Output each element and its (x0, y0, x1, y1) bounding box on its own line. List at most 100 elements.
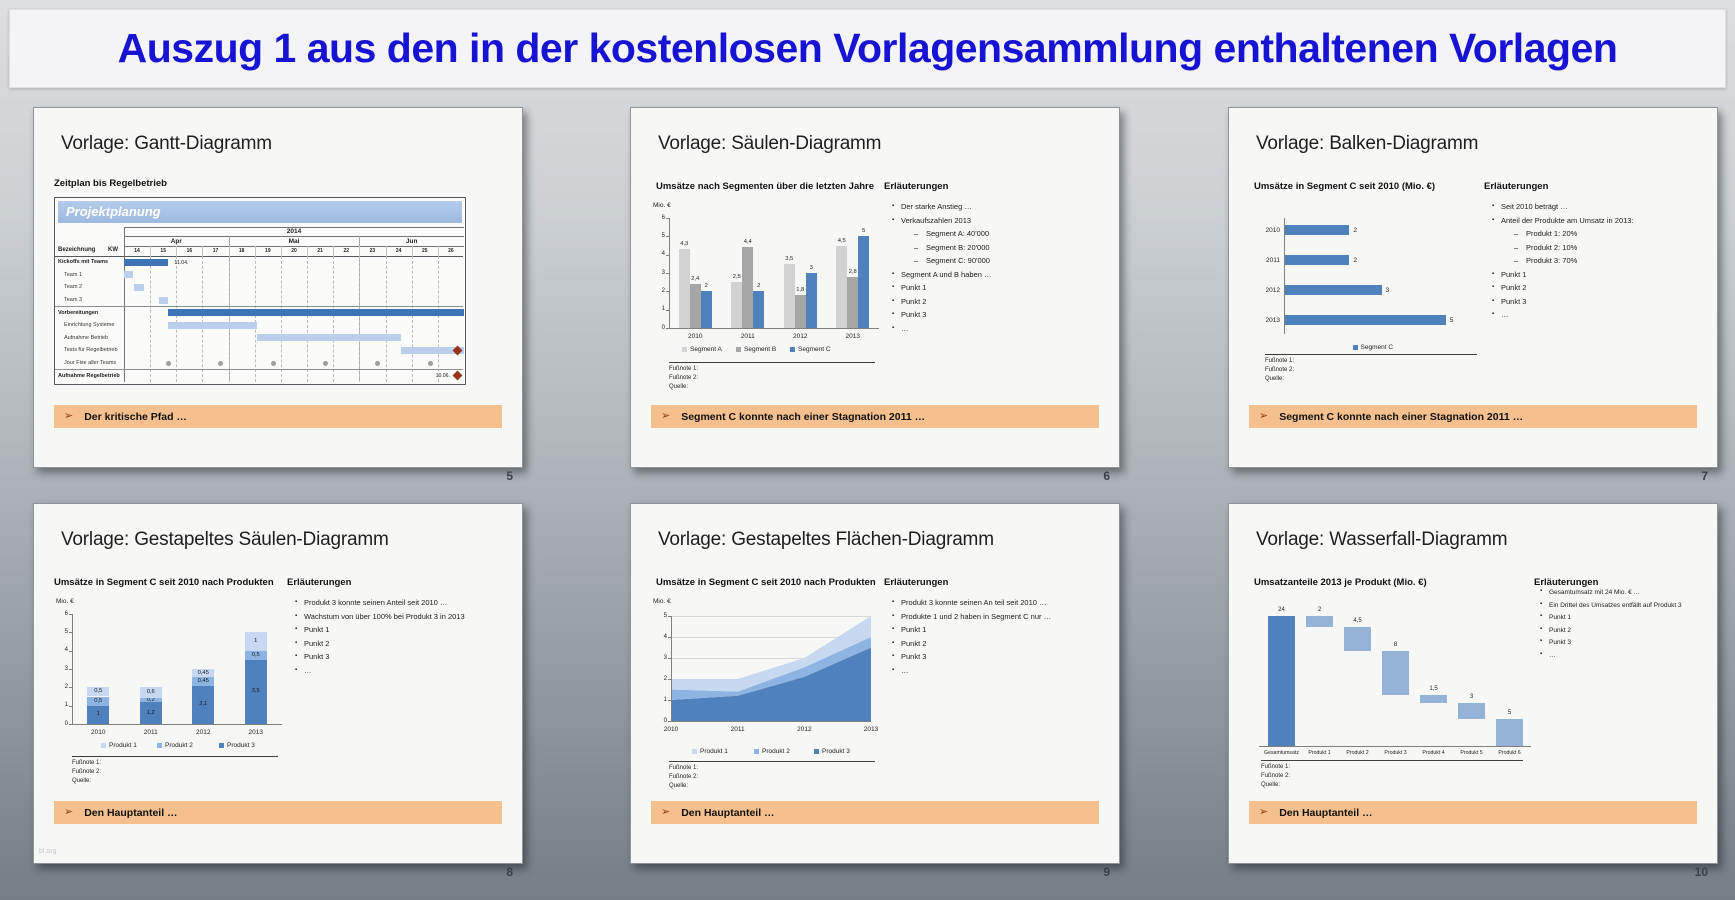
bullet-marker: ▪ (1492, 284, 1495, 290)
jour-fixe-dot (375, 360, 381, 366)
slide-gestapeltes-saeulen-diagramm[interactable]: Vorlage: Gestapeltes Säulen-Diagramm Ums… (33, 503, 523, 864)
bullet-marker: ▪ (892, 626, 895, 632)
stack-segment (244, 659, 267, 724)
bullet-marker: ▪ (295, 666, 298, 673)
stack-segment (87, 687, 110, 697)
vl (671, 616, 672, 721)
page-number: 5 (506, 469, 513, 483)
hl (666, 273, 669, 274)
bullet: ▪… (892, 665, 909, 675)
callout-text: Den Hauptanteil … (1279, 806, 1373, 819)
bullet: ▪ Punkt 3 (892, 310, 927, 319)
bullet-marker: ▪ (1492, 297, 1495, 304)
dvl (359, 256, 361, 382)
page-number: 9 (1103, 865, 1110, 879)
area-layer (671, 616, 871, 692)
gantt-year: 2014 (286, 228, 302, 235)
x-category: 2012 (793, 333, 808, 340)
vl (359, 246, 361, 256)
bullet-marker: ▪ (892, 639, 895, 646)
footnotes: Fußnote 1: Fußnote 2: Quelle: (1265, 354, 1477, 384)
hl (668, 637, 671, 638)
bullet-marker: ▪ (295, 612, 298, 619)
value-label: 24 (1278, 607, 1285, 613)
bullet: ▪ Punkt 2 (1492, 283, 1527, 292)
area-plot (671, 616, 871, 721)
column-bar (783, 263, 795, 328)
value-label: 0,5 (94, 688, 103, 695)
gantt-row-label: Jour Fixe aller Teams (64, 360, 117, 366)
hl (72, 724, 282, 725)
slide-saeulen-diagramm[interactable]: Vorlage: Säulen-Diagramm Umsätze nach Se… (630, 107, 1120, 468)
bullet-marker: ▪ (295, 653, 298, 659)
vl (280, 246, 282, 256)
slide-gantt-diagramm[interactable]: Vorlage: Gantt-Diagramm Zeitplan bis Reg… (33, 107, 523, 468)
bullet-marker: ▪ (1540, 600, 1543, 607)
hl (69, 705, 72, 707)
sub-bullet: – Segment A: 40'000 (914, 229, 990, 238)
bullet-list: ▪ Gesamtumsatz mit 24 Mio. € … ▪ Ein Dritte… (1540, 588, 1712, 664)
vl (669, 218, 670, 328)
gantt-row-label: Team 3 (64, 297, 83, 303)
dvl (437, 256, 439, 382)
value-label: 0,45 (197, 669, 209, 676)
gantt-week: 17 (212, 248, 219, 254)
callout-banner: ➢ Den Hauptanteil … (54, 801, 502, 824)
value-label: 4,5 (1353, 617, 1362, 624)
bullet: ▪ Produkt 3 konnte seinen Anteil seit 201… (295, 598, 448, 607)
legend-label: Segment C (798, 345, 831, 353)
x-category: Gesamtumsatz (1264, 750, 1299, 756)
arrow-icon: ➢ (64, 806, 74, 818)
value-label: 1 (254, 638, 258, 644)
column-bar (858, 236, 870, 328)
slide-wasserfall-diagramm[interactable]: Vorlage: Wasserfall-Diagramm Umsatzantei… (1228, 503, 1718, 864)
hl (668, 679, 671, 680)
gantt-note: 11.04. (174, 259, 189, 266)
stack-segment (192, 677, 215, 686)
slide-gestapeltes-flaechen-diagramm[interactable]: Vorlage: Gestapeltes Flächen-Diagramm Um… (630, 503, 1120, 864)
value-label: 5 (1507, 709, 1512, 716)
chart-title: Umsatzanteile 2013 je Produkt (Mio. €) (1254, 577, 1427, 588)
legend-swatch (101, 743, 106, 748)
value-label: 3 (809, 265, 813, 271)
sub-bullet: – Produkt 2: 10% (1514, 242, 1578, 252)
value-label: 4,5 (837, 237, 846, 244)
sub-bullet: – Produkt 3: 70% (1514, 256, 1578, 265)
slide-balken-diagramm[interactable]: Vorlage: Balken-Diagramm Umsätze in Segm… (1228, 107, 1718, 468)
callout-banner: ➢ Segment C konnte nach einer Stagnation… (1249, 405, 1697, 428)
x-category: Produkt 5 (1460, 750, 1483, 756)
stack-segment (139, 698, 162, 702)
dvl (385, 256, 387, 382)
x-category: 2011 (143, 729, 158, 736)
bullet: ▪ Punkt 1 (295, 625, 330, 634)
value-label: 2 (704, 283, 708, 290)
gantt-band-title: Projektplanung (58, 201, 462, 223)
bullet-marker: ▪ (892, 599, 895, 605)
x-category: 2012 (196, 729, 211, 736)
footnotes: Fußnote 1: Fußnote 2: Quelle: (669, 761, 875, 791)
bullet: ▪ Punkt 3 (1540, 638, 1572, 646)
x-category: Produkt 6 (1498, 750, 1521, 756)
x-category: Produkt 4 (1422, 750, 1445, 756)
jour-fixe-dot (165, 360, 171, 366)
bullet: ▪ Verkaufszahlen 2013 (892, 215, 972, 225)
x-category: 2013 (845, 333, 860, 340)
gantt-bar (134, 284, 144, 291)
callout-text: Segment C konnte nach einer Stagnation 2… (681, 410, 926, 423)
arrow-icon: ➢ (661, 410, 671, 422)
dvl (228, 256, 230, 382)
footnotes: Fußnote 1: Fußnote 2: Quelle: (72, 756, 278, 786)
bullet: ▪ Der starke Anstieg … (892, 202, 972, 211)
hbar (1285, 225, 1350, 235)
footnote-line: Fußnote 2: (669, 774, 699, 780)
x-category: 2010 (688, 333, 703, 340)
footnote-line: Fußnote 1: (1265, 358, 1295, 364)
bullet: ▪ Anteil der Produkte am Umsatz in 2013: (1492, 215, 1634, 225)
value-label: 0,45 (197, 677, 209, 684)
gantt-week: 20 (291, 248, 297, 254)
value-label: 0,2 (146, 696, 155, 703)
callout-banner: ➢ Der kritische Pfad … (54, 405, 502, 428)
y-tick: 3 (663, 654, 667, 661)
jour-fixe-dot (322, 360, 328, 366)
arrow-icon: ➢ (64, 410, 74, 422)
